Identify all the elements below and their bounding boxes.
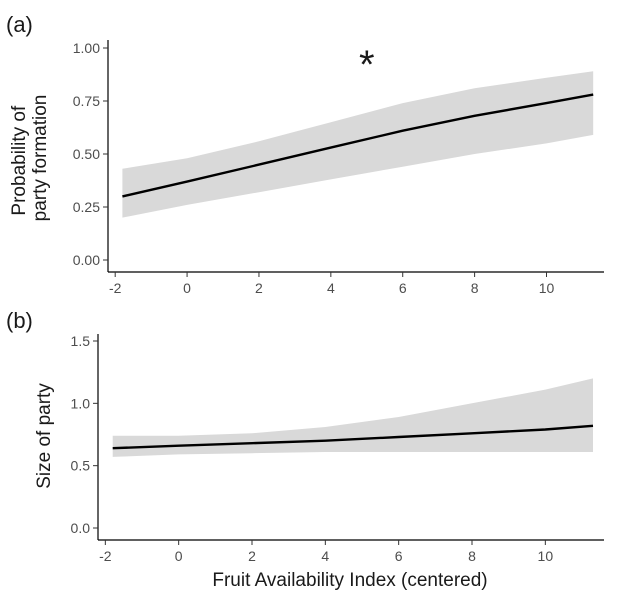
panel-b-x-tick-label: 2 bbox=[248, 548, 256, 564]
panel-b-y-tick-label: 1.5 bbox=[71, 333, 91, 349]
panel-a: (a) 0.00 0.25 0.50 0.75 1.00 -2 0 2 4 6 8 10 * Pro… bbox=[6, 12, 604, 296]
panel-b-y-tick-label: 1.0 bbox=[71, 395, 91, 411]
panel-a-x-tick-label: 8 bbox=[471, 280, 479, 296]
panel-a-x-tick-label: 6 bbox=[399, 280, 407, 296]
panel-a-y-label-line-1: Probability of bbox=[9, 105, 30, 216]
panel-b-x-label: Fruit Availability Index (centered) bbox=[212, 570, 487, 591]
panel-b-confidence-band bbox=[112, 378, 593, 457]
panel-a-x-tick-label: -2 bbox=[109, 280, 122, 296]
panel-b-label: (b) bbox=[6, 308, 33, 333]
panel-b-fit-line bbox=[112, 424, 594, 450]
panel-b-x-tick-label: 0 bbox=[175, 548, 183, 564]
panel-a-y-label-line-2: party formation bbox=[30, 95, 51, 222]
panel-b-x-tick-label: -2 bbox=[99, 548, 112, 564]
panel-a-x-ticks: -2 0 2 4 6 8 10 bbox=[109, 272, 555, 296]
panel-a-x-tick-label: 10 bbox=[539, 280, 555, 296]
panel-a-y-tick-label: 0.00 bbox=[73, 252, 100, 268]
panel-b-y-ticks: 0.0 0.5 1.0 1.5 bbox=[71, 333, 98, 536]
panel-a-y-tick-label: 1.00 bbox=[73, 40, 100, 56]
panel-a-significance-marker: * bbox=[359, 43, 375, 87]
panel-a-x-tick-label: 4 bbox=[327, 280, 335, 296]
panel-a-x-tick-label: 0 bbox=[183, 280, 191, 296]
panel-b-x-tick-label: 4 bbox=[321, 548, 329, 564]
panel-b-y-label: Size of party bbox=[34, 383, 55, 489]
panel-a-label: (a) bbox=[6, 12, 33, 37]
panel-a-y-tick-label: 0.75 bbox=[73, 93, 100, 109]
panel-b: (b) 0.0 0.5 1.0 1.5 -2 0 2 4 6 8 10 Size of party… bbox=[6, 308, 604, 591]
panel-a-y-label: Probability of party formation bbox=[9, 95, 51, 222]
panel-b-x-tick-label: 10 bbox=[538, 548, 554, 564]
panel-b-x-tick-label: 6 bbox=[395, 548, 403, 564]
panel-a-fit-line bbox=[122, 93, 594, 198]
panel-b-y-tick-label: 0.0 bbox=[71, 520, 91, 536]
panel-b-x-tick-label: 8 bbox=[468, 548, 476, 564]
panel-a-y-tick-label: 0.50 bbox=[73, 146, 100, 162]
panel-a-y-tick-label: 0.25 bbox=[73, 199, 100, 215]
panel-b-x-ticks: -2 0 2 4 6 8 10 bbox=[99, 540, 553, 564]
panel-a-confidence-band bbox=[122, 71, 594, 218]
panel-a-y-ticks: 0.00 0.25 0.50 0.75 1.00 bbox=[73, 40, 108, 268]
panel-a-x-tick-label: 2 bbox=[255, 280, 263, 296]
panel-b-y-tick-label: 0.5 bbox=[71, 458, 91, 474]
